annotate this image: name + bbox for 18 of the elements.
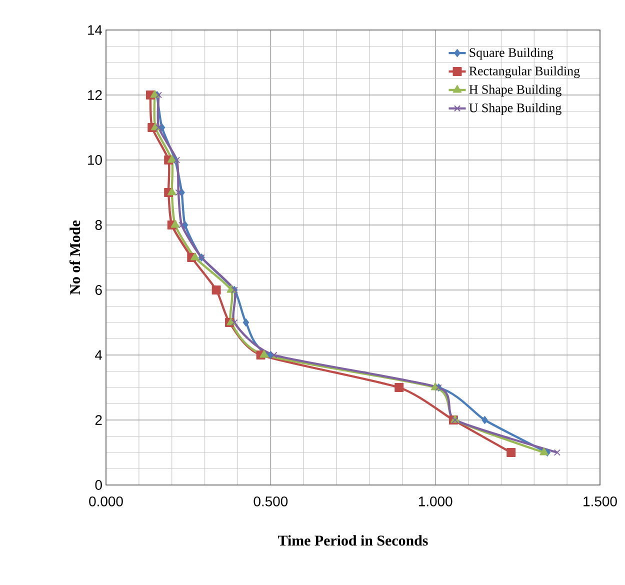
y-tick-label: 6 [95,285,102,295]
y-tick-label: 4 [95,350,102,360]
y-tick-label: 10 [88,155,102,165]
legend-label: U Shape Building [469,103,562,115]
legend-label: Square Building [470,48,554,60]
y-axis-title: No of Mode [69,220,80,295]
y-tick-label: 14 [88,25,102,35]
x-tick-label: 0.500 [254,496,288,506]
legend-label: H Shape Building [469,84,562,97]
x-axis-title: Time Period in Seconds [278,535,428,546]
y-tick-label: 12 [88,90,102,100]
legend-label: Rectangular Building [469,66,580,78]
x-tick-label: 1.000 [418,496,452,506]
x-tick-label: 0.000 [89,496,123,506]
y-tick-label: 2 [95,415,102,425]
x-tick-label: 1.500 [584,496,617,506]
y-tick-label: 0 [95,480,102,490]
y-tick-label: 8 [95,220,102,230]
